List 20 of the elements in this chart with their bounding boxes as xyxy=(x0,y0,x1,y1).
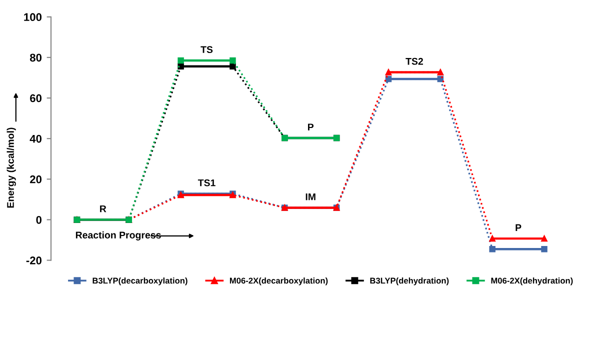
y-tick-label: 40 xyxy=(30,134,42,143)
y-tick-label: 100 xyxy=(24,13,42,22)
legend-label: B3LYP(decarboxylation) xyxy=(92,277,188,286)
y-tick-label: 0 xyxy=(36,216,42,224)
annotation: P xyxy=(516,224,522,231)
y-tick-label: -20 xyxy=(26,256,42,264)
annotation: TS1 xyxy=(198,179,216,186)
legend-label: B3LYP(dehydration) xyxy=(370,277,449,286)
annotation: TS2 xyxy=(406,58,423,65)
annotation: IM xyxy=(306,193,316,200)
legend-label: M06-2X(decarboxylation) xyxy=(230,277,328,286)
y-tick-label: 60 xyxy=(30,94,42,102)
x-axis-title: Reaction Progress xyxy=(76,231,161,240)
annotation: TS xyxy=(200,46,213,54)
annotation: R xyxy=(100,205,106,212)
y-tick-label: 80 xyxy=(30,54,42,62)
legend-label: M06-2X(dehydration) xyxy=(491,277,573,286)
y-tick-label: 20 xyxy=(30,175,42,184)
annotation: P xyxy=(308,124,314,130)
y-axis-title: Energy (kcal/mol) xyxy=(6,128,16,208)
